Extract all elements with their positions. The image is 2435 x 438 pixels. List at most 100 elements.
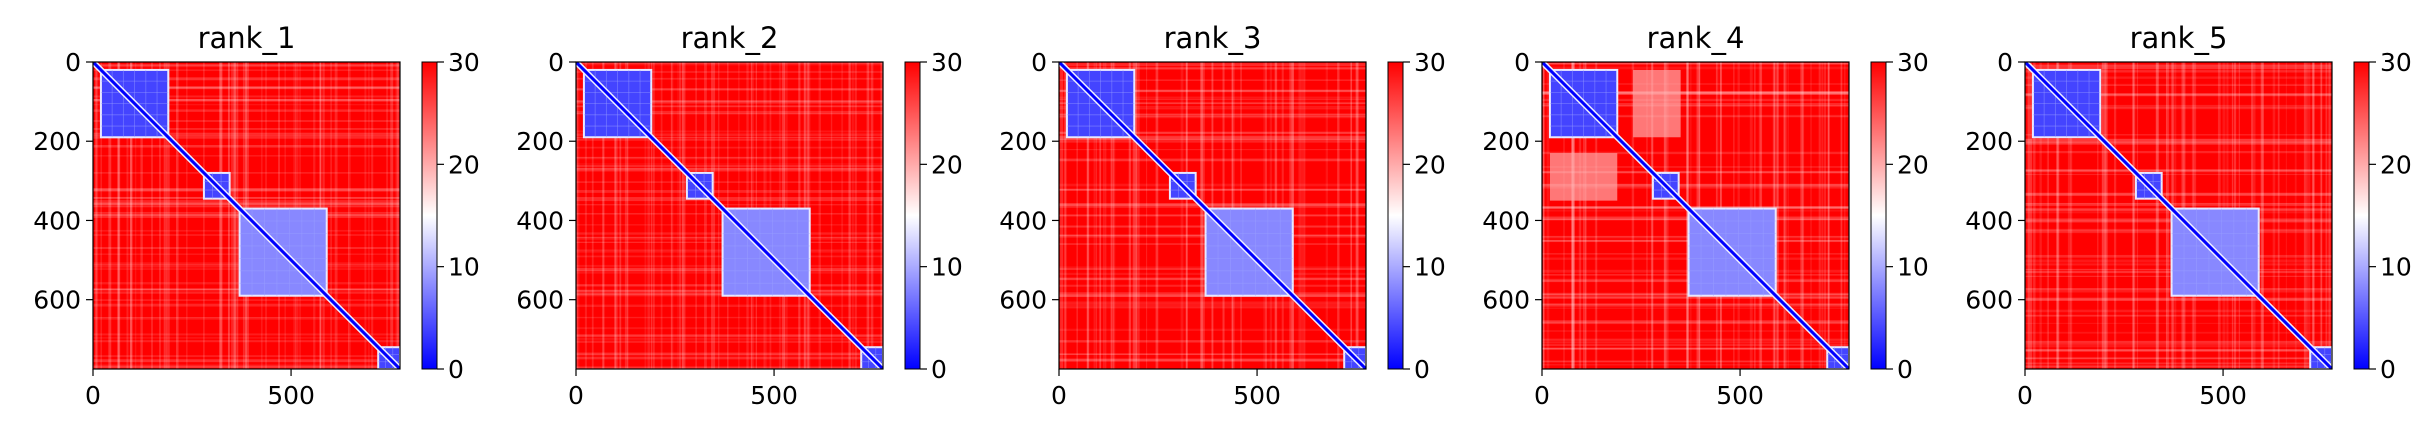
texture-streak bbox=[718, 62, 720, 369]
chart-title: rank_2 bbox=[681, 21, 779, 55]
texture-streak bbox=[1087, 62, 1090, 369]
texture-streak bbox=[627, 62, 629, 369]
texture-streak bbox=[2097, 62, 2099, 369]
texture-streak bbox=[2057, 62, 2059, 369]
texture-streak bbox=[2307, 62, 2311, 369]
texture-streak bbox=[2102, 62, 2105, 369]
texture-streak bbox=[1059, 140, 1366, 143]
texture-streak bbox=[1542, 91, 1849, 94]
texture-streak bbox=[677, 62, 679, 369]
texture-streak bbox=[2272, 62, 2276, 369]
texture-streak bbox=[165, 62, 169, 369]
texture-streak bbox=[1543, 62, 1545, 369]
texture-streak bbox=[660, 62, 663, 369]
heatmap-image bbox=[1059, 62, 1366, 369]
texture-streak bbox=[93, 299, 400, 301]
texture-streak bbox=[348, 62, 351, 369]
texture-streak bbox=[1098, 62, 1101, 369]
texture-streak bbox=[1542, 183, 1849, 187]
texture-streak bbox=[1546, 62, 1550, 369]
y-tick-label: 400 bbox=[516, 206, 564, 235]
texture-streak bbox=[93, 120, 400, 122]
texture-streak bbox=[576, 62, 579, 369]
texture-streak bbox=[576, 110, 883, 114]
texture-streak bbox=[1664, 62, 1666, 369]
texture-streak bbox=[841, 62, 844, 369]
texture-streak bbox=[1542, 319, 1849, 323]
texture-streak bbox=[219, 62, 222, 369]
texture-streak bbox=[1542, 344, 1849, 346]
texture-streak bbox=[2056, 62, 2060, 369]
texture-streak bbox=[1542, 303, 1849, 305]
texture-streak bbox=[93, 144, 400, 148]
texture-streak bbox=[576, 101, 883, 104]
texture-streak bbox=[2025, 349, 2332, 352]
texture-streak bbox=[2132, 62, 2134, 369]
texture-streak bbox=[1542, 63, 1849, 65]
texture-streak bbox=[1663, 62, 1667, 369]
texture-streak bbox=[2025, 203, 2332, 206]
texture-streak bbox=[2025, 365, 2332, 368]
chart-title: rank_3 bbox=[1164, 21, 1262, 55]
texture-streak bbox=[880, 62, 883, 369]
texture-streak bbox=[1542, 103, 1849, 106]
texture-streak bbox=[2303, 62, 2306, 369]
texture-streak bbox=[576, 334, 883, 337]
y-tick-label: 600 bbox=[1482, 286, 1530, 315]
y-tick-label: 600 bbox=[1965, 286, 2013, 315]
texture-streak bbox=[2025, 314, 2332, 317]
texture-streak bbox=[651, 62, 653, 369]
colorbar-tick-label: 20 bbox=[1897, 150, 1929, 179]
texture-streak bbox=[1356, 62, 1360, 369]
texture-streak bbox=[1542, 62, 1545, 369]
y-tick-label: 600 bbox=[999, 286, 1047, 315]
texture-streak bbox=[1059, 89, 1366, 92]
texture-streak bbox=[2312, 62, 2315, 369]
texture-streak bbox=[2105, 62, 2108, 369]
colorbar-tick-label: 20 bbox=[2380, 150, 2412, 179]
texture-streak bbox=[2025, 64, 2332, 67]
texture-streak bbox=[2025, 298, 2332, 301]
texture-streak bbox=[1059, 149, 1366, 151]
texture-streak bbox=[1059, 138, 1366, 141]
colorbar bbox=[1387, 61, 1404, 370]
texture-streak bbox=[1824, 62, 1826, 369]
texture-streak bbox=[1093, 62, 1096, 369]
texture-streak bbox=[93, 188, 400, 191]
colorbar bbox=[421, 61, 438, 370]
texture-streak bbox=[93, 64, 400, 68]
texture-streak bbox=[1542, 114, 1849, 117]
texture-streak bbox=[2025, 70, 2332, 72]
texture-streak bbox=[671, 62, 674, 369]
texture-streak bbox=[1799, 62, 1803, 369]
x-tick-label: 500 bbox=[1233, 381, 1281, 410]
texture-streak bbox=[1810, 62, 1812, 369]
texture-streak bbox=[2025, 322, 2332, 324]
texture-streak bbox=[1542, 62, 1849, 65]
texture-streak bbox=[695, 62, 697, 369]
colorbar-tick-label: 30 bbox=[931, 48, 963, 77]
colorbar-tick-label: 10 bbox=[1897, 253, 1929, 282]
texture-streak bbox=[227, 62, 230, 369]
texture-streak bbox=[93, 333, 400, 336]
texture-streak bbox=[93, 155, 400, 157]
texture-streak bbox=[93, 98, 400, 102]
texture-streak bbox=[576, 181, 883, 183]
texture-streak bbox=[670, 62, 673, 369]
texture-streak bbox=[576, 137, 883, 139]
texture-streak bbox=[2166, 62, 2169, 369]
texture-streak bbox=[1542, 91, 1849, 94]
texture-streak bbox=[576, 88, 883, 90]
texture-streak bbox=[93, 172, 400, 174]
texture-streak bbox=[1059, 115, 1366, 119]
texture-streak bbox=[1542, 184, 1849, 186]
texture-streak bbox=[2025, 134, 2332, 136]
texture-streak bbox=[1095, 62, 1098, 369]
texture-streak bbox=[576, 156, 883, 159]
texture-streak bbox=[2025, 104, 2332, 108]
texture-streak bbox=[576, 167, 883, 170]
texture-streak bbox=[117, 62, 120, 369]
pale-region bbox=[1549, 153, 1618, 201]
texture-streak bbox=[1059, 306, 1366, 309]
texture-streak bbox=[644, 62, 647, 369]
